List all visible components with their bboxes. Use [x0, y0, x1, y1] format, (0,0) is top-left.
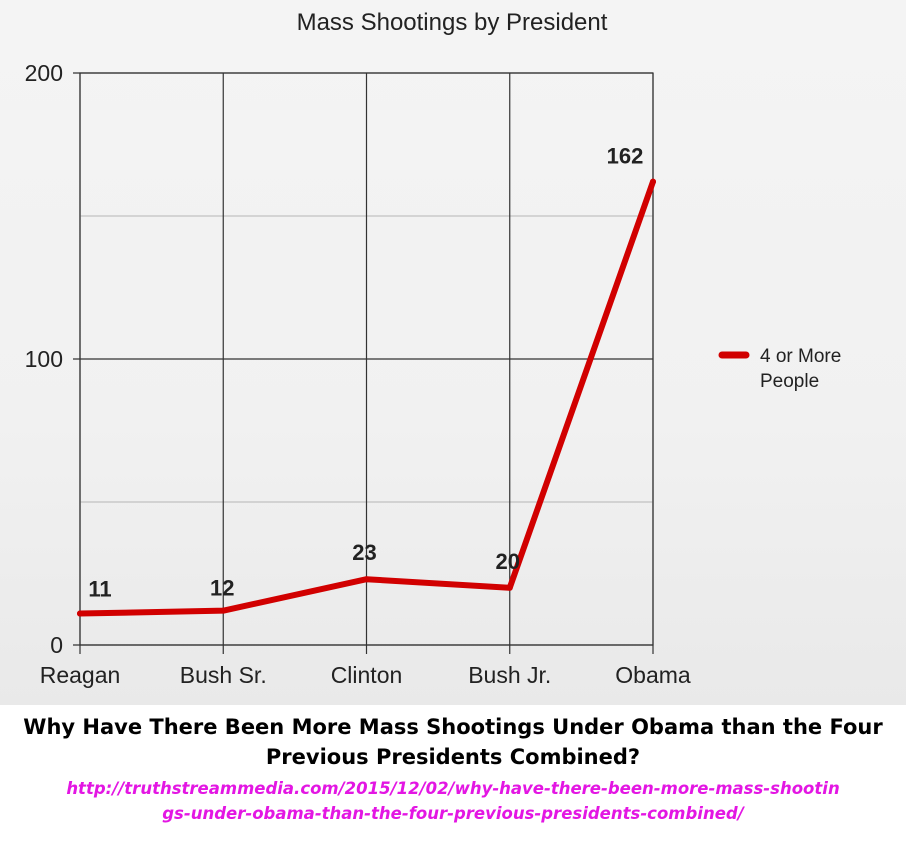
data-label: 162: [607, 144, 644, 169]
legend-label-line: People: [760, 371, 819, 392]
chart-title: Mass Shootings by President: [297, 9, 608, 36]
data-point: [650, 178, 656, 185]
data-point: [220, 607, 227, 614]
data-label: 23: [352, 540, 376, 565]
x-tick-label: Bush Sr.: [180, 662, 267, 688]
chart-panel: Mass Shootings by President 0 100 200 Reaga…: [0, 0, 906, 705]
data-label: 20: [496, 549, 520, 574]
label-layer: 11 12 23 20 162: [88, 144, 643, 602]
grid-layer: [73, 72, 654, 654]
data-label: 11: [88, 577, 111, 602]
x-tick-label: Obama: [615, 662, 691, 688]
x-tick-label: Bush Jr.: [468, 662, 551, 688]
y-tick-label: 0: [50, 632, 63, 658]
data-point: [363, 576, 370, 583]
data-point: [77, 610, 83, 617]
axis-layer: 0 100 200 Reagan Bush Sr. Clinton Bush Jr. Obam…: [25, 60, 691, 688]
series-layer: [77, 178, 656, 617]
x-tick-label: Clinton: [331, 662, 403, 688]
legend-label: 4 or More People: [760, 346, 841, 392]
headline: Why Have There Been More Mass Shootings …: [23, 715, 883, 769]
legend-label-line: 4 or More: [760, 346, 841, 367]
data-label: 12: [210, 576, 234, 601]
legend: 4 or More People: [718, 346, 841, 392]
y-tick-label: 200: [25, 60, 63, 86]
data-point: [506, 584, 513, 591]
source-url[interactable]: http://truthstreammedia.com/2015/12/02/w…: [66, 779, 840, 823]
y-tick-label: 100: [25, 346, 63, 372]
line-chart: Mass Shootings by President 0 100 200 Reaga…: [25, 9, 842, 688]
caption: Why Have There Been More Mass Shootings …: [0, 712, 906, 826]
x-tick-label: Reagan: [40, 662, 121, 688]
